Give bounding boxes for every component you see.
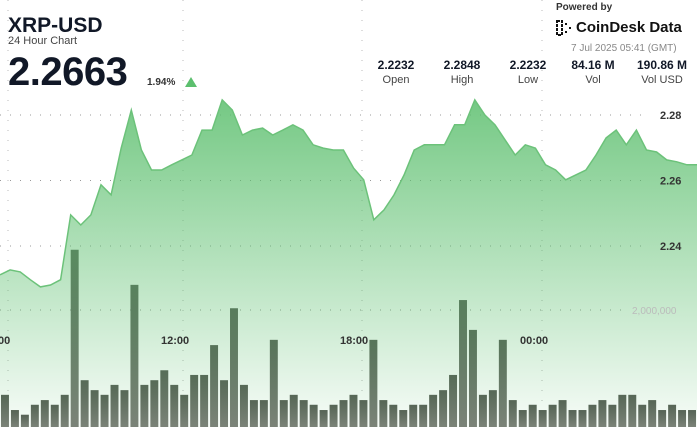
timestamp: 7 Jul 2025 05:41 (GMT) bbox=[571, 43, 677, 54]
powered-by: Powered by bbox=[556, 2, 613, 13]
chart-subtitle: 24 Hour Chart bbox=[8, 35, 78, 47]
x-tick-label: 12:00 bbox=[161, 335, 189, 347]
current-price: 2.2663 bbox=[8, 50, 128, 94]
stat-open: 2.2232 Open bbox=[377, 58, 415, 86]
stat-vol-usd: 190.86 M Vol USD bbox=[636, 58, 688, 86]
stat-low: 2.2232 Low bbox=[509, 58, 547, 86]
x-tick-label: 00:00 bbox=[520, 335, 548, 347]
volume-tick-label: 2,000,000 bbox=[632, 306, 677, 317]
x-tick-label: 00 bbox=[0, 335, 10, 347]
price-area bbox=[0, 99, 697, 427]
stat-vol: 84.16 M Vol bbox=[571, 58, 615, 86]
chart-title: XRP-USD bbox=[8, 14, 103, 37]
price-change: 1.94% bbox=[147, 77, 176, 88]
coindesk-logo-icon bbox=[556, 19, 571, 36]
price-line bbox=[0, 98, 697, 288]
stat-high: 2.2848 High bbox=[443, 58, 481, 86]
brand-logo: CoinDesk Data bbox=[556, 19, 682, 36]
brand-name: CoinDesk Data bbox=[576, 19, 682, 36]
price-tick-label: 2.28 bbox=[660, 110, 681, 122]
price-tick-label: 2.26 bbox=[660, 176, 681, 188]
x-tick-label: 18:00 bbox=[340, 335, 368, 347]
price-tick-label: 2.24 bbox=[660, 241, 682, 253]
up-arrow-icon bbox=[185, 77, 197, 87]
